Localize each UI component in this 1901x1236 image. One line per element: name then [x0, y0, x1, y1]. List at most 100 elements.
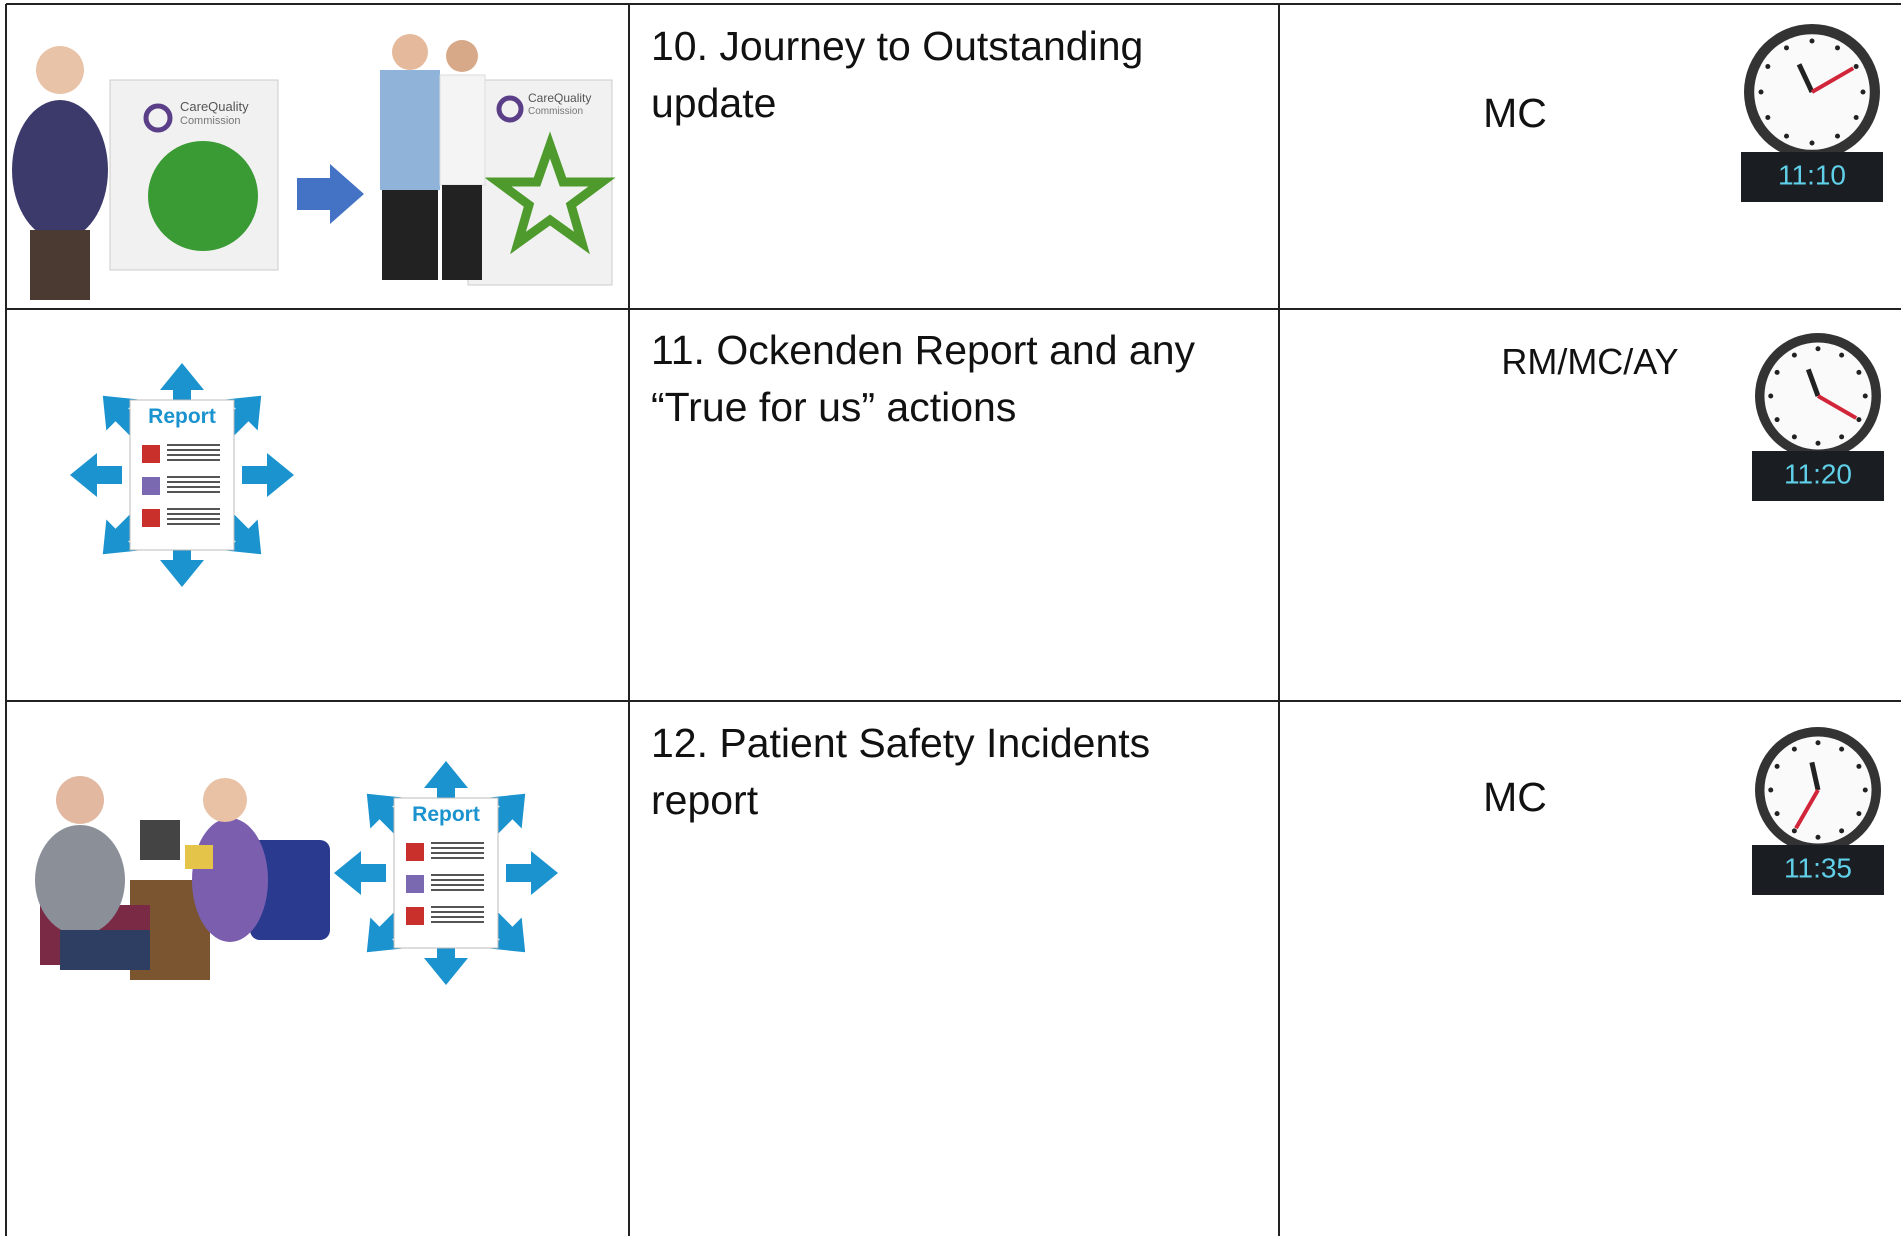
- digital-time: 11:10: [1778, 159, 1846, 190]
- logo-text: Commission: [528, 106, 583, 117]
- report-icon: [406, 843, 424, 861]
- chair: [250, 840, 330, 940]
- presenter: MC: [1483, 774, 1547, 820]
- clock-dot: [1835, 45, 1840, 51]
- clock-dot: [1815, 740, 1821, 746]
- minute-hand: [1794, 788, 1820, 830]
- clock-dot: [1768, 787, 1774, 793]
- logo-q: [496, 95, 524, 123]
- logo-text: Commission: [180, 115, 241, 127]
- person-legs: [442, 185, 482, 280]
- clock-dot: [1839, 352, 1845, 358]
- digital-display: [1752, 845, 1884, 895]
- clock-dot: [1853, 64, 1859, 69]
- person-head: [56, 776, 104, 824]
- clock-dot: [1791, 746, 1797, 752]
- person-legs: [60, 930, 150, 970]
- clock-dot: [1758, 89, 1764, 95]
- person-head: [203, 778, 247, 822]
- presenter: RM/MC/AY: [1501, 341, 1679, 382]
- star: [484, 131, 616, 255]
- digital-display: [1752, 451, 1884, 501]
- person: [439, 74, 486, 186]
- hour-hand: [1805, 368, 1821, 397]
- report-icon: [142, 445, 160, 463]
- clock-dot: [1862, 393, 1868, 399]
- clock-dot: [1774, 763, 1780, 769]
- clock-dot: [1765, 64, 1771, 69]
- minute-hand: [1810, 66, 1855, 94]
- clock-dot: [1839, 434, 1845, 440]
- item-title: 12. Patient Safety Incidents report: [651, 720, 1151, 823]
- person: [192, 818, 268, 942]
- clock-dot: [1856, 417, 1862, 423]
- arrow: [297, 164, 364, 224]
- logo-q: [143, 103, 173, 133]
- cqc-illustration: CareQuality Commission CareQuality Commi…: [12, 34, 616, 300]
- item-title: 10. Journey to Outstanding update: [651, 23, 1144, 126]
- clock: 11:20: [1752, 333, 1884, 501]
- clock-dot: [1853, 115, 1859, 120]
- clock-dot: [1809, 140, 1815, 146]
- card: [185, 845, 213, 869]
- logo-text: CareQuality: [180, 99, 249, 114]
- clock-dot: [1774, 417, 1780, 423]
- report-label: Report: [412, 803, 480, 826]
- clock-dot: [1784, 45, 1789, 51]
- clock-dot: [1791, 828, 1797, 834]
- person-legs: [382, 190, 438, 280]
- report-label: Report: [148, 405, 216, 428]
- report-icon: [406, 907, 424, 925]
- person-head: [446, 40, 478, 72]
- clock-dot: [1809, 38, 1815, 44]
- arrow: [160, 363, 204, 415]
- hour-hand: [1796, 63, 1815, 94]
- arrow: [424, 933, 468, 985]
- clock-dot: [1860, 89, 1866, 95]
- clock-dot: [1815, 346, 1821, 352]
- report-icon: [142, 509, 160, 527]
- clock-dot: [1765, 115, 1771, 120]
- clock-dot: [1856, 369, 1862, 375]
- person: [380, 70, 440, 190]
- clock-dot: [1839, 746, 1845, 752]
- clock-dot: [1774, 811, 1780, 817]
- report-illustration: Report: [70, 363, 294, 587]
- person: [12, 100, 108, 240]
- arrow: [70, 453, 122, 497]
- arrow: [424, 761, 468, 813]
- item-title: 11. Ockenden Report and any “True for us…: [651, 327, 1195, 430]
- rating-circle: [148, 141, 258, 251]
- presenter: MC: [1483, 90, 1547, 136]
- digital-time: 11:35: [1784, 852, 1852, 883]
- hour-hand: [1809, 761, 1821, 791]
- desk-illustration: [35, 776, 330, 980]
- clock-dot: [1856, 811, 1862, 817]
- person-head: [392, 34, 428, 70]
- arrow: [334, 851, 386, 895]
- monitor: [140, 820, 180, 860]
- arrow: [242, 453, 294, 497]
- table-grid: [5, 3, 1901, 1236]
- clock-dot: [1784, 133, 1789, 139]
- clock-dot: [1839, 828, 1845, 834]
- digital-display: [1741, 152, 1883, 202]
- person-head: [36, 46, 84, 94]
- report-icon: [142, 477, 160, 495]
- clock: 11:35: [1752, 727, 1884, 895]
- clock-dot: [1815, 834, 1821, 840]
- clock: 11:10: [1741, 24, 1883, 202]
- report-illustration: Report: [334, 761, 558, 985]
- clock-dot: [1791, 434, 1797, 440]
- report-icon: [406, 875, 424, 893]
- clock-dot: [1835, 133, 1840, 139]
- clock-dot: [1768, 393, 1774, 399]
- clock-dot: [1791, 352, 1797, 358]
- clock-dot: [1815, 440, 1821, 446]
- digital-time: 11:20: [1784, 458, 1852, 489]
- logo-text: CareQuality: [528, 91, 591, 105]
- person: [35, 825, 125, 935]
- minute-hand: [1817, 394, 1858, 420]
